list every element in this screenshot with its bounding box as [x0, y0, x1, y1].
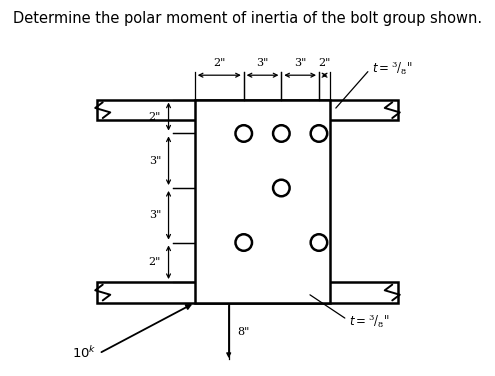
Text: 3": 3" — [148, 156, 161, 166]
Circle shape — [273, 125, 290, 142]
Text: 3": 3" — [294, 58, 306, 68]
Circle shape — [236, 125, 252, 142]
Text: 8": 8" — [237, 327, 249, 337]
Bar — [195, 100, 330, 303]
Text: $10^k$: $10^k$ — [72, 346, 97, 361]
Circle shape — [273, 180, 290, 196]
Text: 3": 3" — [256, 58, 269, 68]
Bar — [97, 100, 398, 120]
Text: 2": 2" — [148, 257, 161, 267]
Text: $t = \mathregular{^3/_8}$": $t = \mathregular{^3/_8}$" — [349, 312, 390, 331]
Bar — [97, 282, 398, 303]
Text: 2": 2" — [213, 58, 226, 68]
Text: $t = \mathregular{^3/_8}$": $t = \mathregular{^3/_8}$" — [372, 59, 412, 77]
Text: Determine the polar moment of inertia of the bolt group shown.: Determine the polar moment of inertia of… — [13, 11, 482, 26]
Circle shape — [311, 234, 327, 251]
Text: 2": 2" — [148, 112, 161, 121]
Text: 2": 2" — [318, 58, 331, 68]
Circle shape — [311, 125, 327, 142]
Circle shape — [236, 234, 252, 251]
Text: 3": 3" — [148, 210, 161, 220]
